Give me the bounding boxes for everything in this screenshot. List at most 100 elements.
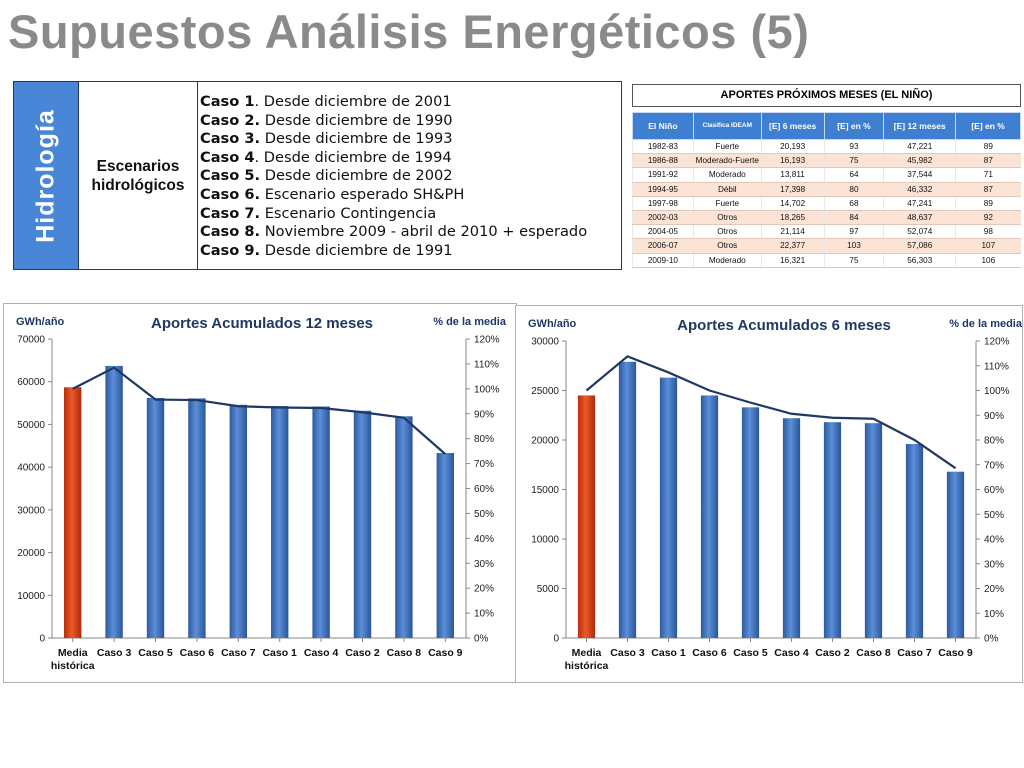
y-tick-label: 0 — [39, 634, 45, 645]
table-cell: 75 — [823, 153, 884, 169]
table-cell: 107 — [955, 238, 1021, 254]
y2-tick-label: 110% — [474, 359, 499, 370]
bar — [312, 406, 330, 638]
x-tick-label: Caso 2 — [345, 647, 380, 659]
x-tick-label: Caso 7 — [221, 647, 256, 659]
x-tick-label: Caso 3 — [97, 647, 132, 659]
table-cell: Moderado-Fuerte — [692, 153, 762, 169]
table-cell: Moderado — [692, 167, 762, 183]
table-cell: 47,221 — [883, 139, 956, 155]
case-label: Caso 3. — [200, 130, 261, 148]
y-tick-label: 10000 — [531, 535, 559, 546]
table-cell: 87 — [955, 182, 1021, 197]
table-cell: 1986-88 — [632, 153, 694, 169]
chart-6-meses-frame: Aportes Acumulados 6 meses GWh/año % de la… — [515, 305, 1023, 683]
y-tick-label: 40000 — [17, 463, 45, 474]
case-label: Caso 1 — [200, 93, 255, 110]
x-tick-label: Media — [58, 647, 88, 659]
y2-tick-label: 40% — [474, 534, 494, 545]
y-tick-label: 30000 — [17, 505, 45, 516]
table-cell: 84 — [823, 210, 884, 226]
chart-title: Aportes Acumulados 6 meses — [677, 317, 891, 334]
table-cell: 71 — [955, 167, 1021, 183]
x-tick-label: Caso 6 — [180, 647, 215, 659]
x-tick-label: Caso 8 — [856, 647, 891, 659]
table-cell: 1991-92 — [632, 167, 694, 183]
table-cell: 93 — [823, 139, 884, 155]
table-cell: Fuerte — [692, 196, 762, 211]
bar — [436, 453, 454, 638]
case-item: Caso 8. Noviembre 2009 - abril de 2010 +… — [200, 223, 621, 242]
x-tick-label: Caso 1 — [262, 647, 297, 659]
y2-tick-label: 20% — [984, 584, 1004, 595]
slide-title: Supuestos Análisis Energéticos (5) — [8, 5, 810, 58]
table-cell: 16,193 — [760, 153, 825, 169]
table-cell: 1994-95 — [632, 182, 694, 197]
y2-tick-label: 80% — [984, 436, 1004, 447]
y-tick-label: 25000 — [531, 386, 559, 397]
x-tick-label: Caso 9 — [428, 647, 463, 659]
table-cell: 64 — [823, 167, 884, 183]
case-description: Noviembre 2009 - abril de 2010 + esperad… — [260, 223, 588, 241]
bar — [659, 377, 678, 638]
case-description: Desde diciembre de 2002 — [260, 167, 453, 185]
y2-tick-label: 60% — [984, 485, 1004, 496]
percent-line — [585, 355, 957, 470]
table-cell: 1982-83 — [632, 139, 694, 155]
y2-tick-label: 120% — [984, 337, 1010, 348]
table-cell: 2004-05 — [632, 224, 694, 240]
table-cell: 103 — [823, 238, 884, 254]
y2-tick-label: 40% — [984, 535, 1004, 546]
table-cell: 13,811 — [760, 167, 825, 183]
y2-tick-label: 30% — [984, 559, 1004, 570]
y2-tick-label: 0% — [474, 634, 489, 645]
scenarios-label-line2: hidrológicos — [91, 176, 185, 194]
table-cell: 21,114 — [760, 224, 825, 240]
y2-tick-label: 30% — [474, 559, 494, 570]
bar — [741, 407, 760, 638]
table-cell: 57,086 — [883, 238, 956, 254]
bar — [946, 471, 965, 638]
case-label: Caso 7. — [200, 204, 261, 222]
case-description: Desde diciembre de 1990 — [260, 111, 453, 129]
y2-tick-label: 100% — [474, 384, 500, 395]
table-cell: 45,982 — [883, 153, 956, 169]
table-cell: 106 — [955, 253, 1021, 268]
y2-tick-label: 90% — [984, 411, 1004, 422]
x-tick-label: Caso 3 — [610, 647, 645, 659]
table-row: 1994-95 Débil 17,398 80 46,332 87 — [632, 182, 1021, 197]
x-tick-label: Caso 4 — [304, 647, 339, 659]
case-description: Escenario esperado SH&PH — [260, 185, 465, 203]
case-item: Caso 7. Escenario Contingencia — [200, 205, 621, 224]
table-cell: 2006-07 — [632, 238, 694, 254]
y2-tick-label: 80% — [474, 434, 494, 445]
table-cell: 2009-10 — [632, 253, 694, 268]
x-tick-label: Caso 2 — [815, 647, 850, 659]
table-cell: 20,193 — [760, 139, 825, 155]
bar — [864, 423, 883, 638]
x-tick-label: Caso 9 — [938, 647, 973, 659]
y-tick-label: 60000 — [17, 377, 45, 388]
table-cell: Otros — [692, 210, 762, 226]
table-cell: 47,241 — [883, 196, 956, 211]
table-cell: Débil — [692, 182, 762, 197]
case-list: Caso 1. Desde diciembre de 2001 Caso 2. D… — [198, 82, 621, 269]
table-cell: 68 — [823, 196, 884, 211]
y-tick-label: 5000 — [537, 584, 560, 595]
case-label: Caso 8. — [200, 223, 261, 241]
y-axis-label: GWh/año — [528, 318, 577, 330]
table-cell: Moderado — [692, 253, 762, 268]
case-item: Caso 6. Escenario esperado SH&PH — [200, 186, 621, 205]
table-cell: Fuerte — [692, 139, 762, 155]
chart-12-meses-frame: Aportes Acumulados 12 meses GWh/año % de l… — [3, 303, 517, 683]
x-tick-label: Caso 8 — [387, 647, 422, 659]
nino-table: El Niño Clasifica IDEAM [E] 6 meses [E] en … — [632, 112, 1021, 268]
case-description: Escenario Contingencia — [260, 204, 437, 222]
y2-tick-label: 90% — [474, 409, 494, 420]
table-cell: 80 — [823, 182, 884, 197]
percent-line — [72, 366, 447, 455]
table-row: 1997-98 Fuerte 14,702 68 47,241 89 — [632, 196, 1021, 211]
table-cell: 87 — [955, 153, 1021, 169]
y-tick-label: 0 — [553, 634, 559, 645]
bar — [105, 365, 123, 638]
